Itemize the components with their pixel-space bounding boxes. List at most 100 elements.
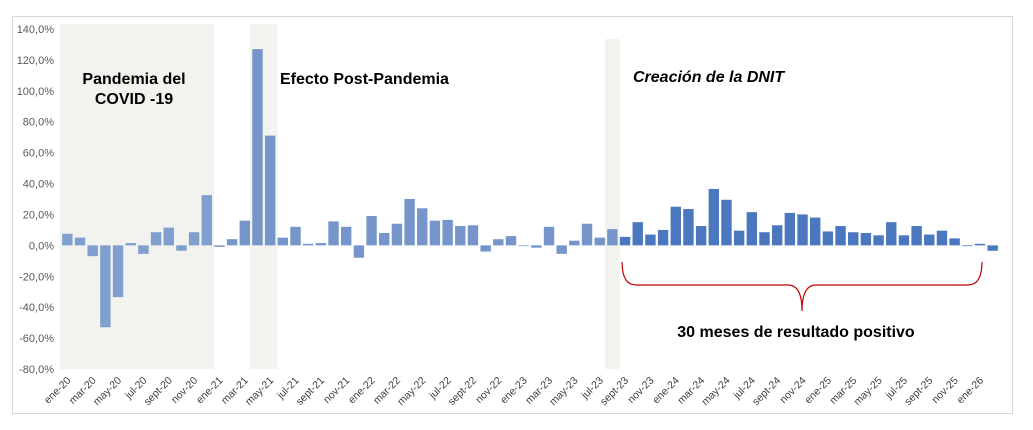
bar-abr-20 (100, 245, 111, 328)
y-tick-label: -40,0% (19, 302, 54, 314)
y-tick-label: 0,0% (29, 240, 54, 252)
bar-ene-23 (518, 245, 529, 247)
bar-series (62, 49, 998, 328)
bar-feb-20 (74, 237, 86, 246)
bar-oct-23 (632, 222, 643, 246)
x-tick-label: sept-20 (142, 375, 175, 408)
highlight-band-3 (605, 39, 620, 369)
x-tick-label: may-20 (91, 375, 124, 408)
bar-abr-24 (708, 188, 719, 246)
bar-nov-25 (949, 238, 960, 246)
bar-feb-26 (987, 245, 998, 251)
bar-may-24 (721, 199, 732, 246)
x-tick-label: may-23 (547, 375, 580, 408)
x-axis: ene-20mar-20may-20jul-20sept-20nov-20ene… (42, 375, 986, 408)
x-tick-label: nov-24 (777, 375, 808, 406)
bar-feb-25 (835, 226, 846, 246)
bar-ene-25 (822, 231, 834, 246)
annotation-dnit: Creación de la DNIT (633, 69, 785, 86)
bar-dic-23 (657, 229, 669, 246)
bar-dic-20 (201, 195, 212, 246)
x-tick-label: sept-23 (598, 375, 631, 408)
bar-nov-21 (341, 226, 352, 246)
bar-feb-23 (531, 245, 542, 248)
x-tick-label: nov-20 (169, 375, 200, 406)
bar-feb-24 (683, 209, 694, 246)
bar-oct-22 (480, 245, 491, 252)
bar-jul-23 (594, 237, 605, 246)
bar-oct-24 (784, 212, 796, 246)
bar-jun-22 (429, 220, 441, 246)
bar-mar-25 (848, 232, 859, 246)
bar-dic-21 (353, 245, 365, 258)
y-tick-label: -20,0% (19, 271, 54, 283)
bar-ene-20 (62, 233, 73, 246)
x-tick-label: nov-21 (321, 375, 352, 406)
bar-ago-20 (150, 232, 162, 246)
bar-dic-24 (810, 217, 821, 246)
positive-period-bracket (621, 261, 983, 312)
bar-mar-24 (695, 226, 707, 246)
bar-nov-20 (188, 232, 200, 246)
highlight-band-1 (60, 24, 215, 369)
bar-nov-22 (493, 239, 504, 246)
y-axis: -80,0% -60,0% -40,0% -20,0% 0,0% 20,0% 40,0% 60… (17, 24, 55, 376)
bar-jun-25 (886, 222, 897, 246)
bar-ene-26 (974, 243, 986, 246)
bar-jun-24 (733, 230, 745, 246)
bar-ene-21 (214, 245, 225, 247)
y-tick-label: 60,0% (23, 148, 54, 160)
x-tick-label: nov-25 (930, 375, 961, 406)
bar-ene-22 (366, 216, 377, 246)
x-tick-label: nov-23 (625, 375, 656, 406)
bar-abr-22 (404, 199, 415, 246)
bar-ago-22 (455, 226, 466, 246)
bar-mar-22 (391, 223, 403, 246)
bar-chart: -80,0% -60,0% -40,0% -20,0% 0,0% 20,0% 40,0% 60… (17, 24, 998, 408)
bar-abr-25 (860, 233, 872, 246)
x-tick-label: may-25 (851, 375, 884, 408)
bar-ago-21 (302, 243, 314, 246)
y-tick-label: 140,0% (17, 24, 55, 36)
bar-jun-23 (581, 223, 593, 246)
bar-oct-20 (176, 245, 187, 251)
bar-ago-23 (607, 229, 618, 246)
annotation-positive-results: 30 meses de resultado positivo (677, 324, 915, 341)
y-tick-label: 100,0% (17, 86, 55, 98)
annotation-covid-line1: Pandemia del (82, 71, 185, 88)
bar-jul-25 (898, 235, 910, 246)
x-tick-label: nov-22 (473, 375, 504, 406)
x-tick-label: sept-22 (446, 375, 479, 408)
bar-mar-23 (543, 226, 555, 246)
annotation-post-pandemia: Efecto Post-Pandemia (280, 71, 449, 88)
bar-oct-21 (328, 221, 339, 246)
bar-jun-21 (277, 237, 289, 246)
bar-sept-21 (315, 243, 327, 246)
x-tick-label: may-21 (243, 375, 276, 408)
x-tick-label: ene-26 (954, 375, 986, 407)
bar-sept-20 (163, 227, 174, 246)
y-tick-label: -80,0% (19, 364, 54, 376)
bar-mar-20 (87, 245, 98, 257)
bar-may-23 (569, 240, 580, 246)
bar-mar-21 (239, 220, 250, 246)
bar-dic-22 (505, 236, 517, 246)
bar-may-21 (264, 135, 276, 246)
x-tick-label: may-24 (699, 375, 732, 408)
bar-may-20 (112, 245, 124, 298)
bar-jul-20 (138, 245, 149, 254)
bar-feb-21 (226, 239, 238, 246)
bar-may-25 (873, 235, 884, 246)
bar-ene-24 (670, 206, 681, 246)
x-tick-label: sept-24 (750, 375, 783, 408)
x-tick-label: sept-21 (294, 375, 327, 408)
x-tick-label: may-22 (395, 375, 428, 408)
annotation-covid-line2: COVID -19 (95, 91, 173, 108)
bar-may-22 (417, 208, 428, 246)
bar-jul-22 (442, 219, 453, 246)
y-tick-label: 20,0% (23, 209, 54, 221)
bar-nov-23 (645, 234, 656, 246)
bar-ago-24 (759, 232, 770, 246)
bar-sept-24 (771, 225, 783, 246)
annotations: Pandemia del COVID -19 Efecto Post-Pande… (82, 69, 983, 341)
